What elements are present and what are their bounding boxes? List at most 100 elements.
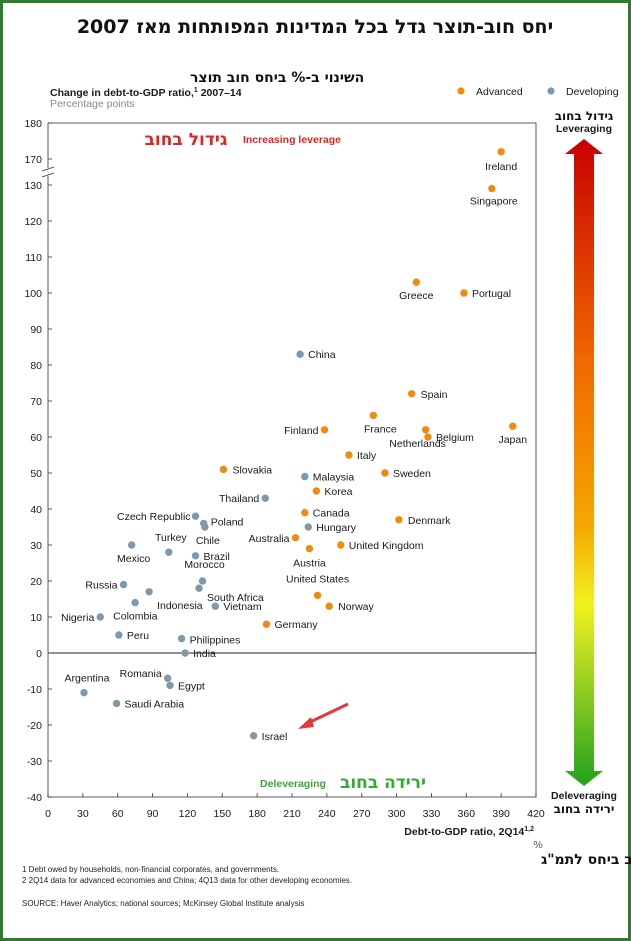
point-label-colombia: Colombia [113, 611, 158, 623]
point-label-russia: Russia [85, 580, 117, 592]
point-developing-chile [201, 523, 209, 531]
y-tick-label: 110 [25, 252, 42, 264]
legend-developing-marker [547, 87, 555, 95]
point-advanced-austria [305, 544, 314, 553]
legend-advanced-marker [457, 87, 465, 95]
y-tick-label: 80 [30, 360, 42, 372]
point-advanced-canada [301, 508, 309, 517]
leverage-arrow-top-english: Leveraging [556, 123, 612, 135]
point-advanced-japan [509, 422, 517, 430]
point-label-australia: Australia [249, 533, 290, 545]
y-tick-label: 60 [30, 432, 42, 444]
x-axis-label-text: Debt-to-GDP ratio, 2Q14 [404, 826, 524, 838]
axis-break-gap [43, 168, 53, 176]
x-axis-units: % [533, 839, 542, 851]
point-advanced-united-states [313, 591, 322, 600]
point-label-poland: Poland [211, 516, 244, 528]
point-label-thailand: Thailand [219, 493, 259, 505]
point-label-israel: Israel [262, 731, 288, 743]
israel-arrow-head [298, 717, 314, 729]
point-advanced-denmark [395, 516, 403, 524]
legend: Advanced Developing [457, 86, 619, 98]
point-advanced-ireland [497, 148, 505, 156]
point-developing-egypt [166, 681, 174, 690]
leverage-scale: גידול בחוב Leveraging Deleveraging ירידה… [551, 109, 617, 816]
x-tick-label: 210 [283, 808, 301, 820]
point-label-canada: Canada [313, 508, 350, 520]
point-label-brazil: Brazil [204, 551, 230, 563]
y-tick-label: 70 [30, 396, 42, 408]
point-developing-china [296, 350, 304, 358]
point-label-chile: Chile [196, 535, 220, 547]
x-axis-label: Debt-to-GDP ratio, 2Q141,2 [404, 826, 534, 838]
point-label-korea: Korea [324, 486, 352, 498]
leverage-arrow-bottom-english: Deleveraging [551, 790, 617, 802]
point-label-finland: Finland [284, 425, 319, 437]
y-tick-label: 120 [24, 216, 42, 228]
x-tick-label: 180 [248, 808, 266, 820]
source-note: SOURCE: Haver Analytics; national source… [22, 899, 304, 908]
point-label-portugal: Portugal [472, 288, 511, 300]
point-label-netherlands: Netherlands [389, 438, 446, 450]
point-developing-indonesia [145, 588, 153, 596]
point-advanced-slovakia [219, 465, 228, 474]
point-label-ireland: Ireland [485, 161, 517, 173]
point-advanced-netherlands [421, 426, 430, 434]
point-developing-south-africa [195, 584, 203, 592]
y-tick-label: 0 [36, 648, 42, 660]
x-tick-label: 360 [458, 808, 476, 820]
point-label-vietnam: Vietnam [223, 601, 262, 613]
point-label-peru: Peru [127, 630, 149, 642]
x-axis-label-sup: 1,2 [524, 826, 534, 833]
point-advanced-italy [345, 451, 353, 459]
x-axis-label-hebrew: % חוב ביחס לתמ"ג [541, 852, 631, 868]
point-developing-nigeria [96, 613, 104, 621]
y-tick-label: 30 [30, 540, 42, 552]
point-label-romania: Romania [120, 668, 162, 680]
point-label-singapore: Singapore [470, 196, 518, 208]
leverage-gradient-arrow [565, 139, 603, 786]
point-developing-brazil [191, 552, 200, 560]
y-axis-units: Percentage points [50, 98, 135, 110]
point-developing-thailand [261, 494, 269, 502]
point-developing-hungary [304, 523, 312, 531]
point-label-united-kingdom: United Kingdom [349, 540, 424, 552]
point-developing-colombia [131, 598, 139, 607]
data-points [80, 148, 517, 740]
point-developing-malaysia [301, 472, 309, 481]
point-developing-peru [115, 631, 123, 639]
point-advanced-finland [320, 426, 329, 434]
point-advanced-australia [291, 534, 300, 542]
y-tick-label: -40 [27, 792, 42, 804]
x-tick-label: 60 [112, 808, 124, 820]
point-advanced-sweden [381, 469, 389, 477]
point-developing-czech-republic [191, 512, 200, 520]
point-developing-turkey [165, 548, 173, 556]
subtitle-hebrew: השינוי ב-% ביחס חוב תוצר [190, 70, 364, 86]
point-label-japan: Japan [498, 434, 527, 446]
point-label-mexico: Mexico [117, 553, 150, 565]
axis-break-mark [41, 166, 55, 172]
point-advanced-germany [262, 620, 271, 628]
x-tick-label: 330 [423, 808, 441, 820]
region-top-hebrew: גידול בחוב [145, 130, 228, 150]
point-label-slovakia: Slovakia [232, 464, 272, 476]
y-tick-label: -30 [27, 756, 42, 768]
point-label-sweden: Sweden [393, 468, 431, 480]
y-tick-label: 20 [30, 576, 42, 588]
point-developing-romania [163, 674, 172, 682]
y-axis-label: Change in debt-to-GDP ratio,1 2007–14 [50, 87, 242, 99]
point-advanced-norway [325, 602, 333, 610]
point-label-india: India [193, 648, 216, 660]
y-tick-label: 130 [24, 180, 42, 192]
x-tick-label: 150 [214, 808, 232, 820]
legend-advanced-label: Advanced [476, 86, 523, 98]
x-tick-label: 270 [353, 808, 371, 820]
point-label-norway: Norway [338, 601, 374, 613]
x-tick-label: 390 [492, 808, 510, 820]
y-tick-label: 100 [24, 288, 42, 300]
page-title: יחס חוב-תוצר גדל בכל המדינות המפותחות מא… [77, 16, 553, 38]
leverage-arrow-bottom-hebrew: ירידה בחוב [554, 802, 615, 816]
point-developing-morocco [198, 577, 207, 585]
